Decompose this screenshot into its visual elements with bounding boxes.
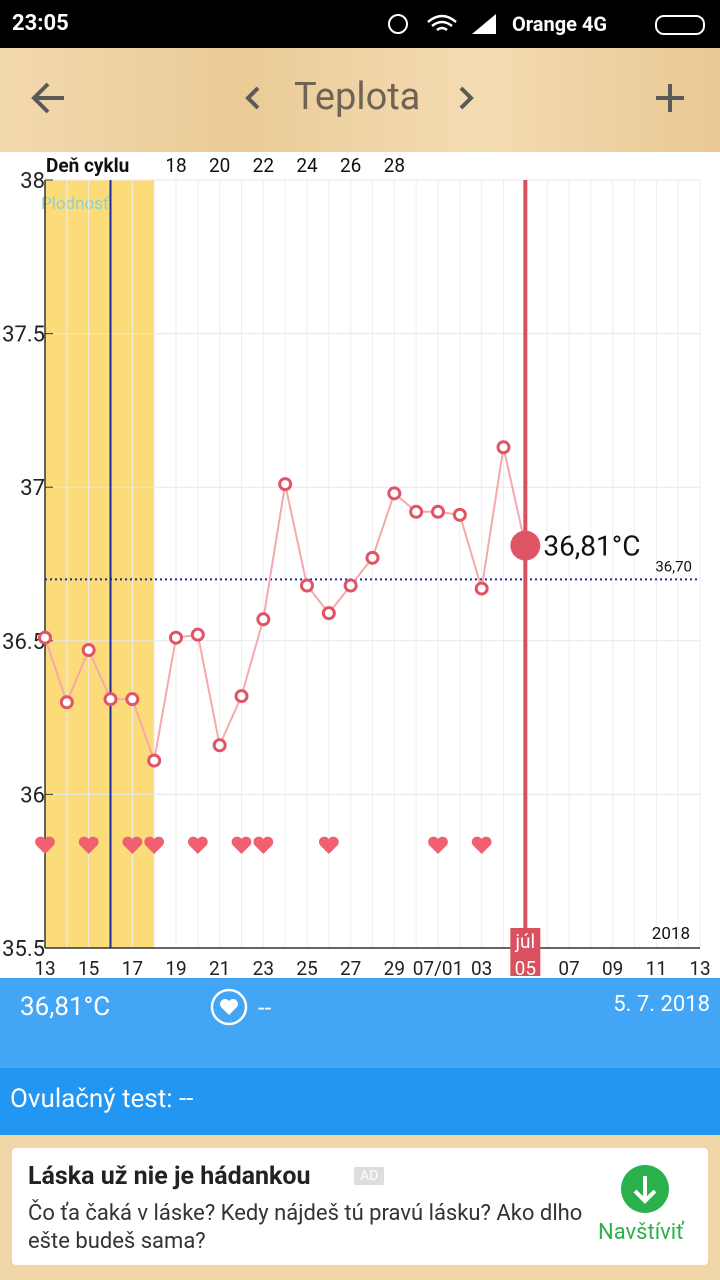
- intercourse: --: [258, 994, 272, 1022]
- point: [365, 550, 380, 565]
- carrier: Orange 4G: [512, 12, 608, 36]
- point: [496, 440, 511, 455]
- x-tick-label: 11: [646, 957, 667, 978]
- ad-badge: AD: [354, 1167, 385, 1185]
- point: [409, 504, 424, 519]
- x-tick-label: 07: [558, 957, 579, 978]
- x-tick-label: 13: [34, 957, 55, 978]
- heart-icon: [210, 988, 248, 1026]
- x-tick-label: 07/01: [413, 957, 464, 978]
- next-button[interactable]: [459, 86, 474, 110]
- x-tick-label: 25: [296, 957, 317, 978]
- point: [431, 504, 445, 519]
- header-title: Teplota: [294, 75, 421, 119]
- coverline-label: 36,70: [655, 557, 692, 575]
- point: [125, 692, 140, 707]
- time: 23:05: [12, 11, 69, 36]
- date: 5. 7. 2018: [613, 992, 710, 1017]
- x-tick-label: 21: [209, 957, 230, 978]
- point: [278, 477, 293, 492]
- status-bar: 23:05 Orange 4G: [0, 0, 720, 48]
- today-month: júl: [515, 930, 536, 953]
- point: [387, 486, 402, 501]
- heart: [231, 836, 252, 854]
- y-tick-label: 36.5: [2, 630, 45, 655]
- x-tick-label: 29: [384, 957, 405, 978]
- heart: [122, 836, 143, 854]
- year-label: 2018: [652, 924, 690, 944]
- heart: [35, 836, 55, 854]
- point: [59, 695, 74, 710]
- x-tick-label: 27: [340, 957, 361, 978]
- heart: [428, 836, 448, 854]
- today-box: [510, 928, 541, 976]
- x-tick-label: 09: [602, 957, 623, 978]
- heart: [253, 836, 274, 854]
- y-tick-label: 38: [20, 169, 45, 194]
- point: [103, 692, 118, 707]
- temperature: 36,81°C: [20, 992, 111, 1022]
- header-icons: [31, 82, 684, 114]
- point: [190, 627, 205, 642]
- point: [169, 630, 183, 645]
- ovulation-bar: Ovulačný test: --: [0, 1068, 720, 1135]
- point: [234, 689, 249, 704]
- heart: [318, 836, 339, 854]
- cycle-tick-label: 18: [165, 154, 186, 177]
- ad-cta[interactable]: Navštíviť: [598, 1220, 684, 1245]
- ad-icon: [621, 1165, 669, 1213]
- heart: [78, 836, 99, 854]
- x-tick-label: 05: [515, 957, 536, 978]
- status-icons: [388, 14, 705, 35]
- point: [212, 738, 227, 753]
- heart: [144, 836, 165, 854]
- ad-text: Čo ťa čaká v láske? Kedy nájdeš tú pravú…: [28, 1201, 583, 1254]
- point: [38, 630, 52, 645]
- ad-card[interactable]: Láska už nie je hádankou AD Čo ťa čaká v…: [12, 1148, 708, 1265]
- point: [147, 753, 162, 768]
- y-tick-label: 37.5: [2, 323, 45, 348]
- cycle-tick-label: 28: [384, 154, 405, 177]
- heart: [471, 836, 492, 854]
- ad-title: Láska už nie je hádankou: [28, 1162, 311, 1191]
- fertile-band: [45, 180, 155, 948]
- point: [300, 578, 314, 593]
- cycle-tick-label: 22: [253, 154, 274, 177]
- x-tick-label: 15: [78, 957, 99, 978]
- heart: [187, 836, 208, 854]
- y-tick-label: 35.5: [2, 937, 45, 962]
- x-tick-label: 23: [253, 957, 274, 978]
- x-tick-label: 19: [165, 957, 186, 978]
- point: [256, 612, 271, 627]
- point: [321, 606, 336, 621]
- prev-button[interactable]: [245, 86, 260, 110]
- point: [474, 581, 489, 596]
- ovulation-test: Ovulačný test: --: [10, 1084, 194, 1114]
- point: [452, 507, 467, 522]
- info-bar: 36,81°C -- 5. 7. 2018: [0, 978, 720, 1068]
- y-tick-label: 36: [20, 783, 45, 808]
- x-tick-label: 13: [689, 957, 710, 978]
- back-button[interactable]: [31, 82, 64, 114]
- point: [81, 643, 96, 658]
- current-value-label: 36,81°C: [543, 530, 640, 563]
- app-header: Teplota: [0, 48, 720, 152]
- x-tick-label: 17: [122, 957, 143, 978]
- y-tick-label: 37: [20, 476, 45, 501]
- add-button[interactable]: [656, 84, 684, 112]
- cycle-tick-label: 20: [209, 154, 230, 177]
- cycle-tick-label: 24: [296, 154, 318, 177]
- fertile-label: Plodnosť: [41, 194, 110, 214]
- point: [343, 578, 358, 593]
- x-tick-label: 03: [471, 957, 492, 978]
- cycle-tick-label: 26: [340, 154, 361, 177]
- cycle-axis-label: Deň cyklu: [46, 154, 129, 177]
- current-point: [510, 530, 541, 561]
